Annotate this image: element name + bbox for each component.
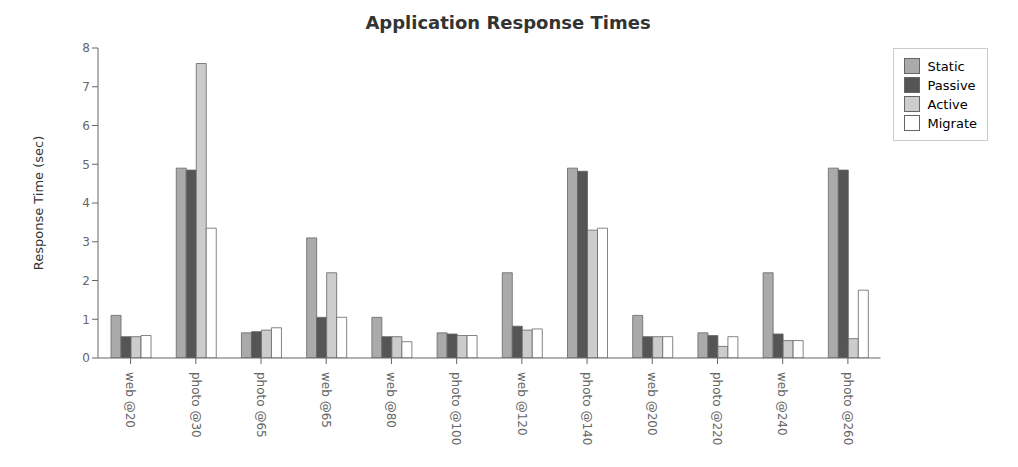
svg-text:photo @260: photo @260 (841, 372, 855, 445)
html-text:Static: Static (927, 58, 965, 74)
svg-text:5: 5 (82, 158, 90, 172)
svg-text:2: 2 (82, 274, 90, 288)
svg-text:0: 0 (82, 351, 90, 365)
svg-text:Response Time (sec): Response Time (sec) (31, 136, 46, 271)
svg-text:web @65: web @65 (319, 372, 333, 428)
svg-text:4: 4 (82, 196, 90, 210)
svg-text:web @200: web @200 (645, 372, 659, 436)
svg-text:3: 3 (82, 235, 90, 249)
svg-text:6: 6 (82, 119, 90, 133)
html-text:Passive: Passive (927, 77, 976, 93)
svg-text:web @80: web @80 (384, 372, 398, 428)
svg-text:photo @100: photo @100 (449, 372, 463, 445)
svg-text:photo @65: photo @65 (254, 372, 268, 438)
svg-text:web @20: web @20 (123, 372, 137, 428)
svg-text:web @120: web @120 (515, 372, 529, 436)
svg-text:photo @30: photo @30 (189, 372, 203, 438)
svg-text:1: 1 (82, 313, 90, 327)
html-text:Application Response Times: Application Response Times (365, 12, 651, 33)
svg-text:web @240: web @240 (775, 372, 789, 436)
html-text:Migrate: Migrate (927, 115, 977, 131)
html-text:Active: Active (927, 96, 968, 112)
svg-text:8: 8 (82, 41, 90, 55)
svg-text:photo @220: photo @220 (710, 372, 724, 445)
svg-text:photo @140: photo @140 (580, 372, 594, 445)
svg-text:7: 7 (82, 80, 90, 94)
